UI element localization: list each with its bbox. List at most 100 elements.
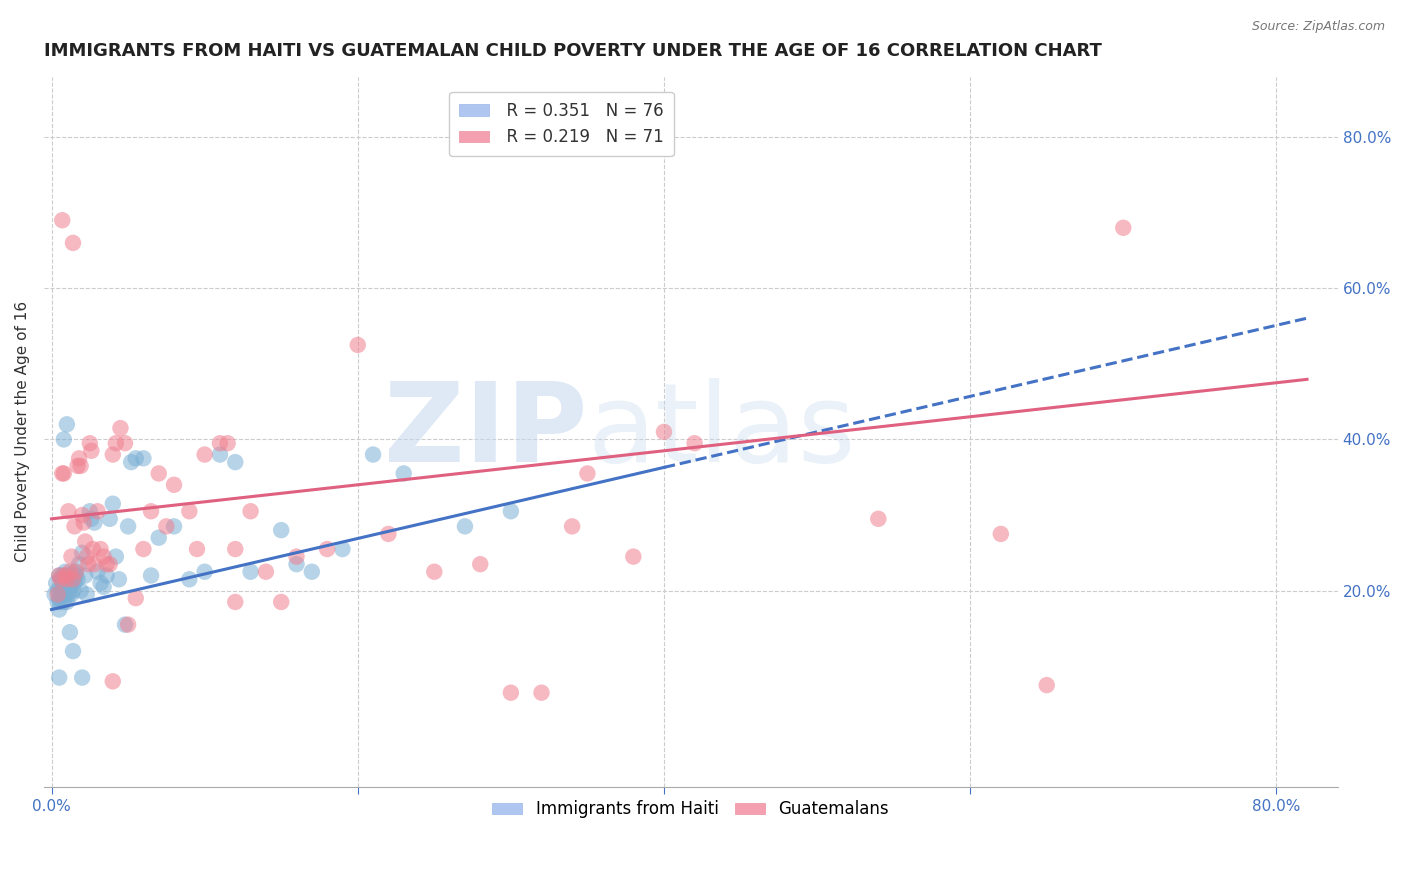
Point — [49, 572, 72, 586]
Point — [58, 587, 80, 601]
Point — [179, 572, 201, 586]
Point — [62, 583, 84, 598]
Point — [392, 467, 415, 481]
Point — [377, 527, 399, 541]
Point — [683, 436, 706, 450]
Point — [69, 583, 91, 598]
Point — [51, 576, 73, 591]
Point — [470, 557, 492, 571]
Point — [224, 595, 246, 609]
Point — [254, 565, 277, 579]
Point — [561, 519, 583, 533]
Point — [59, 625, 82, 640]
Point — [454, 519, 477, 533]
Point — [63, 565, 86, 579]
Point — [70, 546, 93, 560]
Point — [224, 542, 246, 557]
Point — [155, 519, 177, 533]
Point — [76, 549, 98, 564]
Point — [65, 568, 87, 582]
Point — [361, 448, 384, 462]
Point — [346, 338, 368, 352]
Point — [86, 504, 108, 518]
Point — [179, 504, 201, 518]
Point — [77, 557, 100, 571]
Point — [48, 568, 70, 582]
Point — [1035, 678, 1057, 692]
Point — [80, 443, 103, 458]
Point — [96, 568, 118, 582]
Point — [62, 572, 84, 586]
Point — [194, 448, 217, 462]
Point — [70, 508, 93, 522]
Point — [67, 451, 90, 466]
Point — [69, 458, 91, 473]
Point — [52, 595, 75, 609]
Point — [83, 516, 105, 530]
Point — [125, 451, 148, 466]
Point — [499, 504, 522, 518]
Point — [56, 572, 79, 586]
Point — [621, 549, 644, 564]
Point — [60, 549, 83, 564]
Point — [51, 467, 73, 481]
Legend: Immigrants from Haiti, Guatemalans: Immigrants from Haiti, Guatemalans — [485, 794, 896, 825]
Point — [208, 436, 231, 450]
Point — [93, 580, 115, 594]
Point — [79, 504, 101, 518]
Point — [56, 583, 79, 598]
Point — [114, 617, 136, 632]
Point — [46, 587, 69, 601]
Point — [285, 557, 308, 571]
Point — [117, 617, 139, 632]
Point — [98, 557, 121, 571]
Point — [239, 504, 262, 518]
Point — [301, 565, 323, 579]
Text: ZIP: ZIP — [384, 378, 588, 485]
Point — [48, 602, 70, 616]
Point — [194, 565, 217, 579]
Point — [53, 568, 76, 582]
Point — [56, 595, 79, 609]
Point — [132, 542, 155, 557]
Point — [56, 417, 79, 432]
Text: atlas: atlas — [588, 378, 856, 485]
Point — [44, 587, 66, 601]
Point — [58, 504, 80, 518]
Point — [208, 448, 231, 462]
Point — [52, 467, 75, 481]
Point — [285, 549, 308, 564]
Point — [148, 467, 170, 481]
Point — [75, 568, 97, 582]
Point — [104, 549, 127, 564]
Point — [51, 568, 73, 582]
Point — [49, 583, 72, 598]
Point — [48, 671, 70, 685]
Point — [93, 549, 115, 564]
Point — [125, 591, 148, 606]
Point — [46, 595, 69, 609]
Point — [51, 587, 73, 601]
Point — [83, 557, 105, 571]
Point — [66, 572, 89, 586]
Point — [75, 534, 97, 549]
Point — [120, 455, 142, 469]
Point — [530, 686, 553, 700]
Point — [224, 455, 246, 469]
Point — [148, 531, 170, 545]
Point — [59, 568, 82, 582]
Point — [576, 467, 599, 481]
Point — [98, 512, 121, 526]
Point — [82, 542, 104, 557]
Point — [108, 572, 131, 586]
Point — [53, 576, 76, 591]
Point — [868, 512, 890, 526]
Point — [90, 576, 112, 591]
Point — [48, 568, 70, 582]
Point — [76, 587, 98, 601]
Point — [270, 523, 292, 537]
Point — [46, 583, 69, 598]
Point — [652, 425, 675, 439]
Point — [60, 576, 83, 591]
Text: IMMIGRANTS FROM HAITI VS GUATEMALAN CHILD POVERTY UNDER THE AGE OF 16 CORRELATIO: IMMIGRANTS FROM HAITI VS GUATEMALAN CHIL… — [44, 42, 1102, 60]
